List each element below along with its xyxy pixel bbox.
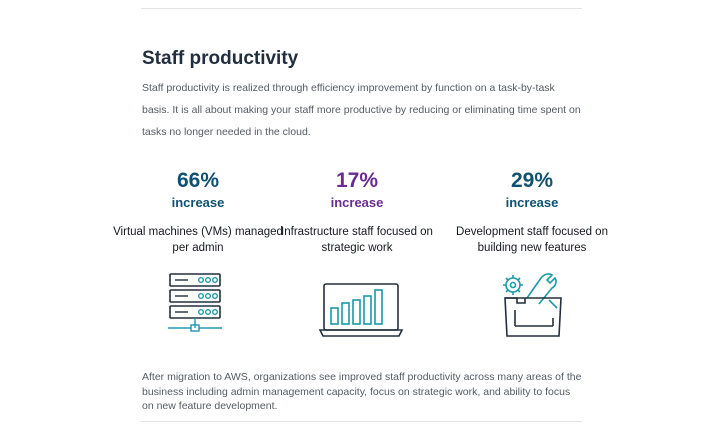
stat-vms-per-admin: 66% increase Virtual machines (VMs) mana…	[113, 168, 283, 256]
laptop-bar-chart-icon	[318, 270, 404, 345]
section-intro: Staff productivity is realized through e…	[142, 82, 581, 138]
stat-description: Infrastructure staff focused on strategi…	[281, 226, 433, 254]
stat-suffix: increase	[505, 195, 559, 210]
stat-suffix: increase	[171, 195, 225, 210]
stat-value: 66%	[176, 169, 220, 192]
bottom-divider	[141, 421, 582, 422]
top-divider	[141, 8, 582, 9]
stat-value: 17%	[335, 169, 379, 192]
server-rack-icon	[164, 270, 226, 345]
stat-value: 29%	[510, 169, 554, 192]
section-footer: After migration to AWS, organizations se…	[142, 371, 582, 412]
stat-infrastructure-staff: 17% increase Infrastructure staff focuse…	[272, 168, 442, 256]
stat-description: Development staff focused on building ne…	[456, 226, 608, 254]
section-heading: Staff productivity	[142, 48, 299, 69]
tools-toolbox-icon	[497, 270, 569, 347]
stat-suffix: increase	[330, 195, 384, 210]
stat-description: Virtual machines (VMs) managed per admin	[113, 226, 283, 254]
stat-development-staff: 29% increase Development staff focused o…	[447, 168, 617, 256]
